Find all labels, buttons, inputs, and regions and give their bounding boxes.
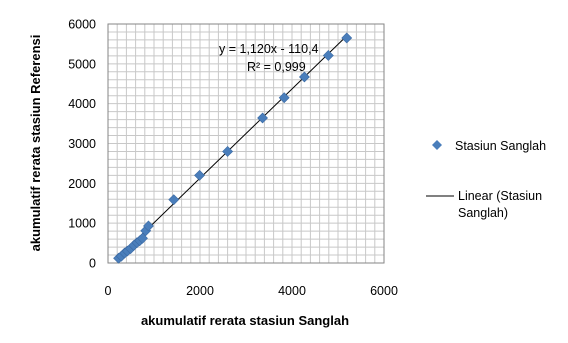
legend-label-linear-line2: Sanglah) [458,206,508,220]
legend-label-stasiun-sanglah: Stasiun Sanglah [455,139,546,153]
y-tick-label: 6000 [68,18,96,32]
data-point [137,232,148,244]
y-tick-label: 5000 [68,57,96,71]
data-point [222,146,234,157]
y-tick-label: 0 [89,257,96,271]
linear-trendline [118,35,348,258]
data-point [341,32,353,44]
data-point [322,50,334,61]
y-tick-label: 3000 [68,137,96,151]
legend-label-linear-line1: Linear (Stasiun [458,189,542,203]
y-tick-labels: 0 1000 2000 3000 4000 5000 6000 [68,18,96,271]
x-tick-label: 6000 [370,284,398,298]
y-tick-label: 2000 [68,177,96,191]
y-tick-label: 1000 [68,217,96,231]
x-tick-label: 0 [105,284,112,298]
data-point [168,194,180,206]
x-axis-label: akumulatif rerata stasiun Sanglah [141,313,349,328]
gridlines [108,24,384,263]
data-point [298,71,310,83]
x-tick-label: 2000 [186,284,214,298]
data-point [194,169,205,181]
trendline-r-squared: R² = 0,999 [247,60,306,74]
data-point [143,220,154,232]
legend-marker-stasiun-sanglah [432,140,442,150]
y-axis-label: akumulatif rerata stasiun Referensi [28,35,43,252]
trendline-equation: y = 1,120x - 110,4 [219,42,319,56]
x-tick-labels: 0 2000 4000 6000 [105,284,398,298]
y-tick-label: 4000 [68,97,96,111]
data-point [278,92,290,104]
x-tick-label: 4000 [278,284,306,298]
plot-area [107,23,385,264]
data-points [113,32,353,264]
legend: Stasiun Sanglah Linear (Stasiun Sanglah) [426,139,546,220]
data-point [257,112,268,124]
